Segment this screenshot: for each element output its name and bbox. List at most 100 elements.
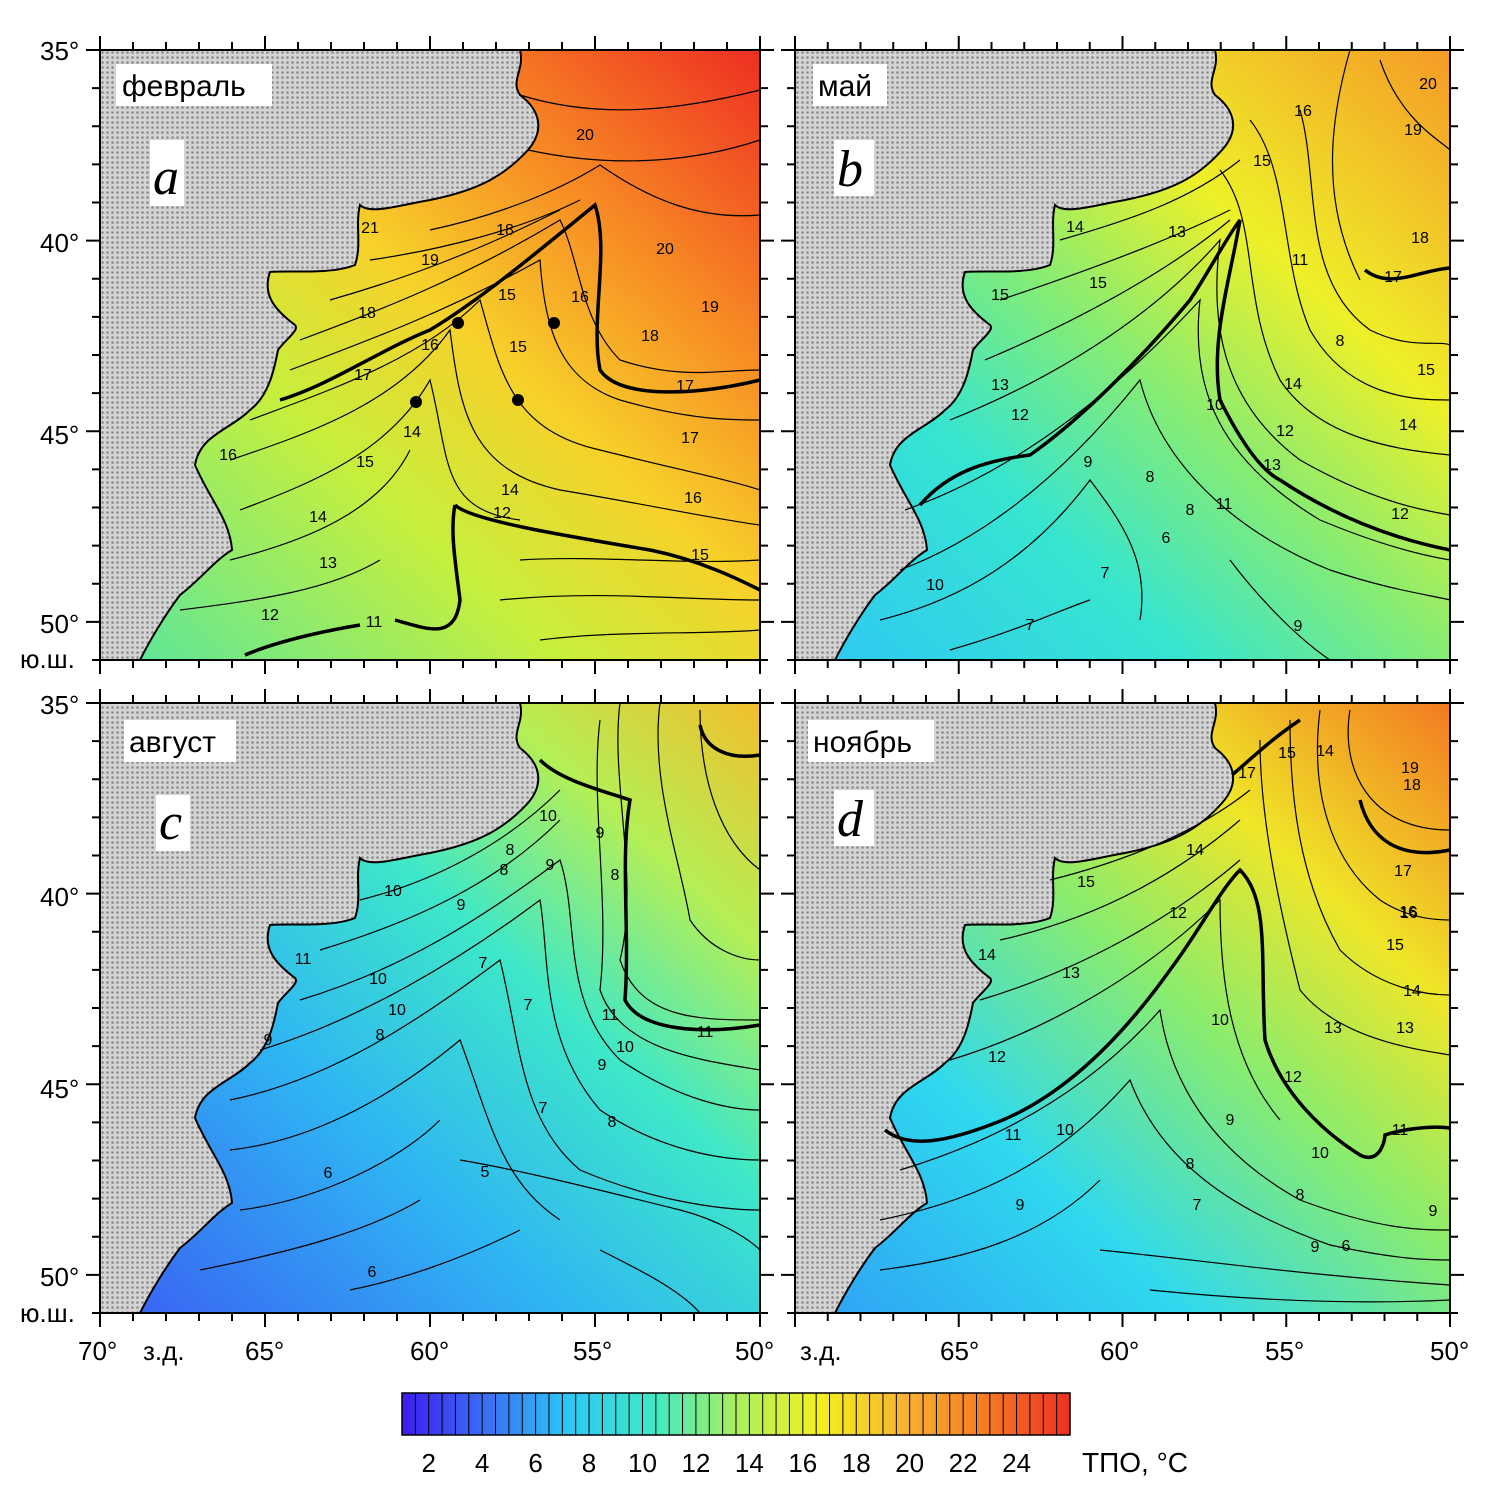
isotherm-label: 13 [1324,1020,1342,1037]
lat-label-40-bottom: 40° [40,882,79,912]
panel-a: февраль a [99,49,761,661]
isotherm-label: 13 [991,377,1009,394]
isotherm-label: 11 [295,951,312,968]
colorbar-tick-label: 12 [681,1448,710,1478]
colorbar-tick-label: 6 [528,1448,542,1478]
panel-letter: c [159,794,182,851]
isotherm-label: 8 [1296,1187,1305,1204]
panel-c: август c [99,702,761,1314]
isotherm-label: 16 [1294,103,1312,120]
land-mass [794,49,1235,661]
isotherm-label: 11 [602,1007,619,1024]
colorbar-tick-label: 2 [421,1448,435,1478]
isotherm-label: 15 [691,547,709,564]
isotherm-label: 14 [501,482,519,499]
isotherm-label: 17 [1384,269,1402,286]
isotherm-label: 15 [509,339,527,356]
land-mass [794,702,1235,1314]
isotherm-label: 15 [1089,275,1107,292]
isotherm-label: 8 [506,842,515,859]
isotherm-label: 10 [388,1002,406,1019]
isotherm-label: 12 [988,1049,1006,1066]
isotherm-label: 13 [1168,224,1186,241]
isotherm-label: 18 [358,305,376,322]
panel-b: май b [794,49,1451,661]
isotherm-label: 17 [354,367,372,384]
bold-isotherms [883,718,1451,1159]
isotherm-label: 15 [1386,937,1404,954]
isotherm-label: 17 [1238,765,1256,782]
isotherm-label: 7 [1026,617,1035,634]
isotherm-label: 8 [1186,502,1195,519]
lat-label-45-bottom: 45° [40,1074,79,1104]
lon-label-west-right: з.д. [800,1336,842,1366]
isotherm-label: 6 [1342,1238,1351,1255]
isotherm-label: 8 [376,1027,385,1044]
colorbar-tick-label: 16 [788,1448,817,1478]
isotherm-label: 14 [403,424,421,441]
isotherm-label: 12 [1284,1069,1302,1086]
isotherm-label: 9 [457,897,466,914]
isotherm-label: 9 [1429,1203,1438,1220]
isotherm-label: 9 [546,857,555,874]
isotherm-label: 12 [1276,423,1294,440]
isotherm-label: 10 [1206,397,1224,414]
isotherm-label: 9 [1226,1112,1235,1129]
isotherm-label: 16 [421,337,439,354]
isotherm-label: 19 [421,252,439,269]
colorbar-tick-label: 4 [475,1448,489,1478]
isotherm-label: 15 [1077,874,1095,891]
isotherm-label: 8 [500,862,509,879]
isotherm-label: 19 [1401,760,1419,777]
lat-label-45-top: 45° [40,420,79,450]
lon-label-50-left: 50° [735,1336,774,1366]
lon-label-west-left: з.д. [143,1336,185,1366]
isotherm-label: 10 [926,577,944,594]
isotherm-label: 7 [1193,1197,1202,1214]
panel-month-label: ноябрь [813,726,912,759]
isotherm-label: 11 [697,1024,714,1041]
isotherm-label: 17 [1394,863,1412,880]
isotherm-label: 16 [684,490,702,507]
isotherm-label: 20 [1419,76,1437,93]
isotherm-label: 16 [1400,905,1418,922]
colorbar-tick-label: 18 [842,1448,871,1478]
lat-label-35-bottom: 35° [40,690,79,720]
isotherm-label: 9 [596,825,605,842]
lon-label-60-left: 60° [410,1336,449,1366]
isotherm-label: 12 [1169,905,1187,922]
lon-label-60-right: 60° [1100,1336,1139,1366]
isotherm-label: 8 [1146,469,1155,486]
isotherm-label: 6 [368,1264,377,1281]
isotherm-label: 13 [1263,457,1281,474]
colorbar-tick-label: 22 [949,1448,978,1478]
isotherm-label: 14 [1066,219,1084,236]
isotherm-label: 14 [1399,417,1417,434]
panel-month-label: февраль [122,70,246,103]
isotherm-label: 11 [1292,252,1309,269]
isotherm-label: 6 [1162,530,1171,547]
isotherm-label: 10 [1056,1122,1074,1139]
isotherm-label: 15 [356,454,374,471]
isotherm-label: 7 [1101,565,1110,582]
isotherm-label: 9 [598,1057,607,1074]
panel-letter: a [153,149,179,206]
lat-hemisphere-top: ю.ш. [20,644,75,674]
isotherm-label: 18 [496,222,514,239]
isotherm-label: 8 [1186,1156,1195,1173]
isotherm-label: 13 [1062,965,1080,982]
panel-month-label: май [818,70,872,103]
isotherm-label: 13 [1396,1020,1414,1037]
isotherm-label: 17 [681,430,699,447]
lon-label-65-right: 65° [940,1336,979,1366]
land-mass [99,49,540,661]
latitude-axis: 35° 40° 45° 50° ю.ш. 35° 40° 45° 50° ю.ш… [20,36,79,1328]
isotherm-label: 14 [1403,983,1421,1000]
isotherm-label: 10 [1311,1145,1329,1162]
lat-hemisphere-bottom: ю.ш. [20,1298,75,1328]
colorbar-title: ТПО, °С [1082,1447,1188,1478]
axis-ticks [86,36,1464,1327]
isotherm-label: 21 [361,220,379,237]
isotherm-label: 7 [524,997,533,1014]
isotherm-label: 12 [261,607,279,624]
